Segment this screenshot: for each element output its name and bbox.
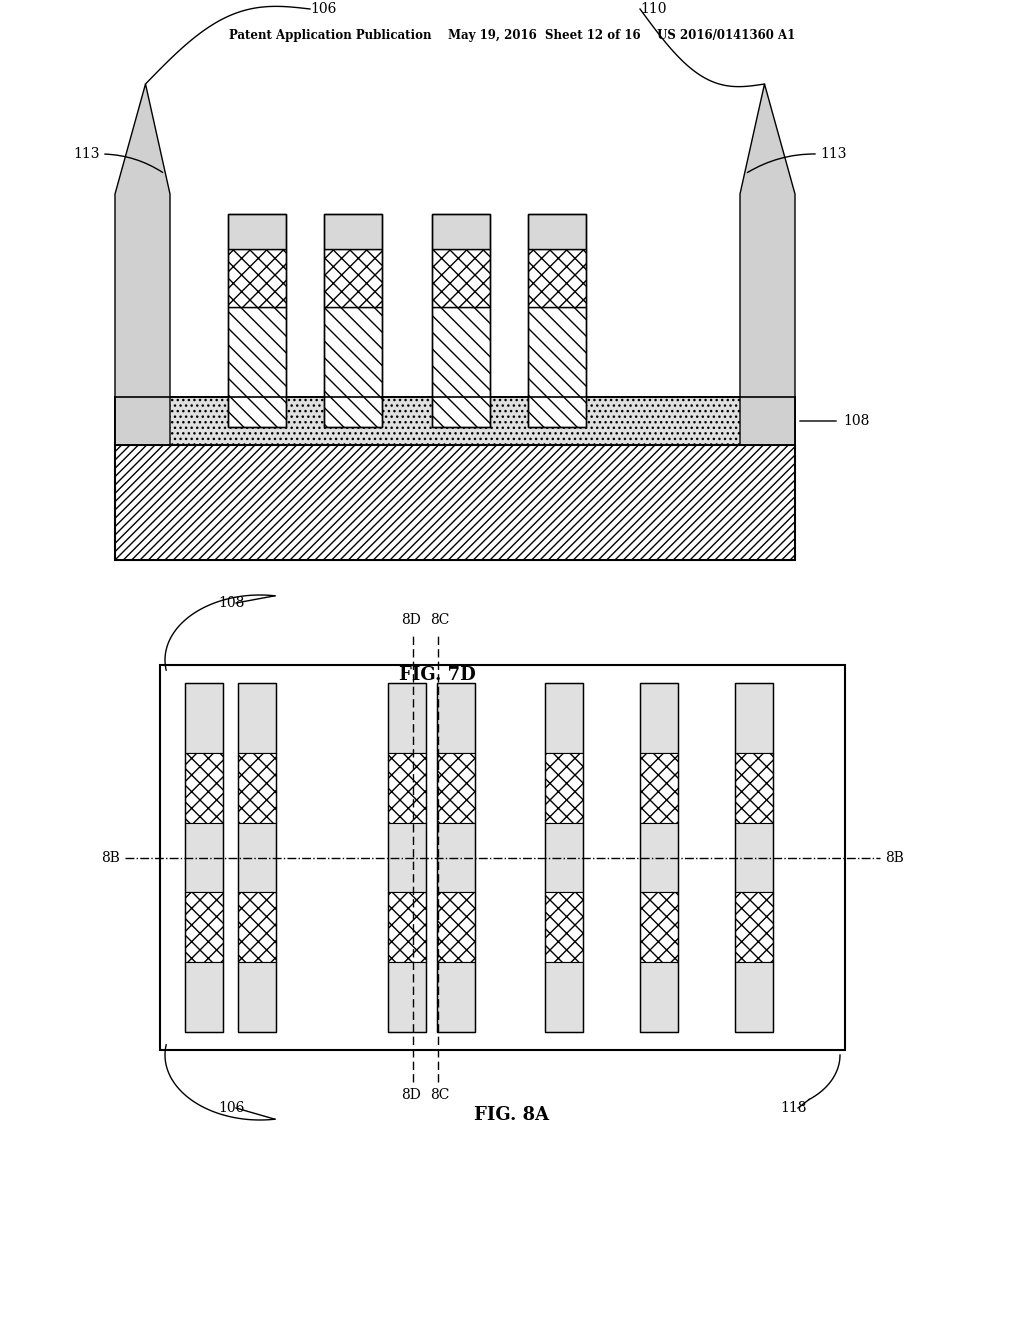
Bar <box>388 682 426 1032</box>
Bar <box>735 822 773 892</box>
Bar <box>437 822 475 892</box>
Bar <box>545 682 583 1032</box>
Bar <box>185 752 223 822</box>
Bar <box>324 249 382 308</box>
Bar <box>528 214 586 249</box>
Bar <box>388 682 426 752</box>
Bar <box>735 752 773 822</box>
Text: 8D: 8D <box>401 612 421 627</box>
Text: 113: 113 <box>74 147 100 161</box>
Text: 8C: 8C <box>430 1088 450 1102</box>
Bar <box>432 214 490 249</box>
Bar <box>735 682 773 752</box>
Bar <box>735 892 773 962</box>
Bar <box>388 822 426 892</box>
Bar <box>437 962 475 1032</box>
Bar <box>432 249 490 308</box>
Bar <box>640 682 678 1032</box>
Bar <box>185 682 223 1032</box>
Bar <box>437 892 475 962</box>
Bar <box>185 962 223 1032</box>
Text: 8C: 8C <box>430 612 450 627</box>
Text: 8B: 8B <box>101 850 120 865</box>
Bar <box>528 214 586 426</box>
Bar <box>640 682 678 752</box>
Text: Patent Application Publication    May 19, 2016  Sheet 12 of 16    US 2016/014136: Patent Application Publication May 19, 2… <box>229 29 795 41</box>
Bar <box>228 249 286 308</box>
Bar <box>545 962 583 1032</box>
Bar <box>115 445 795 560</box>
Bar <box>324 214 382 249</box>
Bar <box>545 822 583 892</box>
Bar <box>735 682 773 1032</box>
Bar <box>185 892 223 962</box>
Bar <box>545 752 583 822</box>
Text: FIG. 8A: FIG. 8A <box>474 1106 550 1125</box>
Text: 108: 108 <box>843 414 869 428</box>
Text: 8D: 8D <box>401 1088 421 1102</box>
Text: 106: 106 <box>218 1101 245 1115</box>
Bar <box>388 962 426 1032</box>
Text: 108: 108 <box>218 597 245 610</box>
Bar <box>185 682 223 752</box>
Bar <box>115 397 795 445</box>
Bar <box>228 214 286 426</box>
Text: 106: 106 <box>310 3 336 16</box>
Bar <box>437 682 475 1032</box>
Bar <box>185 822 223 892</box>
Bar <box>238 752 276 822</box>
Text: 118: 118 <box>780 1101 807 1115</box>
Bar <box>228 214 286 249</box>
Bar <box>388 752 426 822</box>
Bar <box>640 962 678 1032</box>
Polygon shape <box>115 84 170 445</box>
Bar <box>324 308 382 426</box>
Bar <box>238 892 276 962</box>
Bar <box>228 308 286 426</box>
Bar <box>238 822 276 892</box>
Bar <box>437 682 475 752</box>
Text: FIG. 7D: FIG. 7D <box>398 667 475 684</box>
Text: 113: 113 <box>820 147 847 161</box>
Bar <box>545 892 583 962</box>
Bar <box>388 892 426 962</box>
Bar <box>432 308 490 426</box>
Bar <box>238 962 276 1032</box>
Bar <box>640 752 678 822</box>
Bar <box>115 397 795 445</box>
Text: 8B: 8B <box>885 850 904 865</box>
Text: 110: 110 <box>640 3 667 16</box>
Bar <box>528 249 586 308</box>
Bar <box>238 682 276 752</box>
Bar <box>160 665 845 1049</box>
Bar <box>640 892 678 962</box>
Bar <box>437 752 475 822</box>
Bar <box>640 822 678 892</box>
Bar <box>545 682 583 752</box>
Bar <box>238 682 276 1032</box>
Bar <box>432 214 490 426</box>
Bar <box>528 308 586 426</box>
Bar <box>324 214 382 426</box>
Bar <box>735 962 773 1032</box>
Polygon shape <box>740 84 795 445</box>
